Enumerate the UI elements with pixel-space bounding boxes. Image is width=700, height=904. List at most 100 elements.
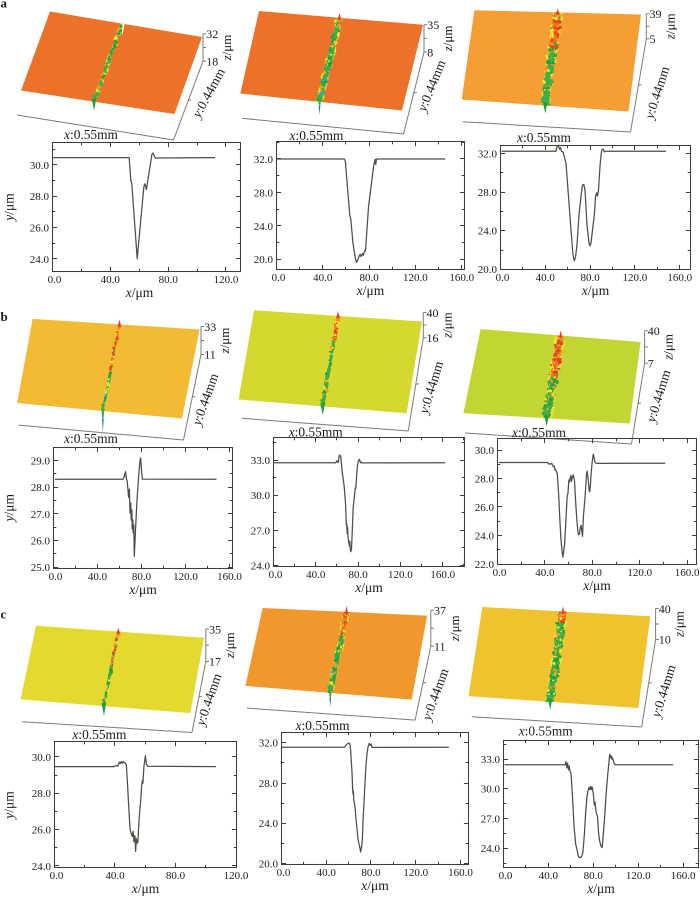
- svg-text:80.0: 80.0: [166, 870, 186, 882]
- svg-text:32: 32: [206, 27, 218, 41]
- svg-text:x/μm: x/μm: [581, 283, 610, 298]
- svg-text:33: 33: [204, 320, 216, 334]
- svg-text:30.0: 30.0: [30, 160, 50, 172]
- svg-text:24.0: 24.0: [251, 560, 271, 572]
- svg-text:30.0: 30.0: [481, 784, 501, 796]
- svg-text:x:0.55mm: x:0.55mm: [71, 727, 127, 742]
- svg-text:32.0: 32.0: [259, 738, 279, 750]
- svg-text:27.0: 27.0: [251, 525, 271, 537]
- svg-text:0.0: 0.0: [50, 870, 64, 882]
- svg-text:35: 35: [427, 18, 439, 32]
- svg-text:33.0: 33.0: [481, 754, 501, 766]
- svg-text:24.0: 24.0: [259, 818, 279, 830]
- svg-text:26.0: 26.0: [31, 536, 51, 548]
- svg-text:26.0: 26.0: [30, 223, 50, 235]
- svg-text:40: 40: [659, 602, 671, 616]
- svg-text:80.0: 80.0: [359, 272, 379, 284]
- svg-text:x:0.55mm: x:0.55mm: [289, 128, 345, 143]
- svg-text:120.0: 120.0: [623, 272, 648, 284]
- svg-text:80.0: 80.0: [159, 274, 179, 286]
- svg-text:z/μm: z/μm: [219, 35, 234, 62]
- svg-text:x/μm: x/μm: [586, 881, 615, 896]
- svg-text:a: a: [1, 0, 8, 11]
- svg-text:28.0: 28.0: [30, 191, 50, 203]
- svg-text:0.0: 0.0: [496, 272, 510, 284]
- svg-text:80.0: 80.0: [132, 571, 152, 583]
- svg-text:30.0: 30.0: [475, 445, 495, 457]
- svg-text:x:0.55mm: x:0.55mm: [518, 723, 574, 738]
- svg-text:x:0.55mm: x:0.55mm: [295, 718, 351, 733]
- svg-text:80.0: 80.0: [361, 867, 381, 879]
- svg-text:40: 40: [427, 306, 439, 320]
- svg-text:17: 17: [209, 655, 221, 669]
- svg-text:29.0: 29.0: [31, 455, 51, 467]
- svg-text:32.0: 32.0: [254, 154, 274, 166]
- svg-text:16: 16: [427, 331, 439, 345]
- svg-text:z/μm: z/μm: [440, 26, 455, 53]
- svg-text:40.0: 40.0: [317, 867, 337, 879]
- svg-text:0.0: 0.0: [269, 569, 283, 581]
- svg-text:35: 35: [209, 622, 221, 636]
- svg-text:x/μm: x/μm: [128, 582, 157, 597]
- svg-text:z/μm: z/μm: [672, 611, 687, 638]
- svg-text:28.0: 28.0: [478, 187, 498, 199]
- svg-text:120.0: 120.0: [627, 567, 652, 579]
- svg-text:30.0: 30.0: [251, 490, 271, 502]
- svg-text:z/μm: z/μm: [217, 328, 232, 355]
- svg-text:40.0: 40.0: [88, 571, 108, 583]
- svg-text:160.0: 160.0: [667, 272, 692, 284]
- svg-text:40.0: 40.0: [535, 567, 555, 579]
- svg-text:10: 10: [659, 633, 671, 647]
- svg-text:22.0: 22.0: [475, 559, 495, 571]
- svg-text:20.0: 20.0: [259, 859, 279, 871]
- svg-text:7: 7: [648, 356, 654, 370]
- svg-text:160.0: 160.0: [430, 569, 455, 581]
- svg-text:40.0: 40.0: [306, 569, 326, 581]
- svg-text:y/μm: y/μm: [2, 193, 17, 223]
- svg-text:39: 39: [650, 7, 662, 21]
- svg-text:0.0: 0.0: [49, 571, 63, 583]
- svg-text:x/μm: x/μm: [131, 881, 160, 896]
- svg-text:y/μm: y/μm: [2, 791, 17, 821]
- svg-text:120.0: 120.0: [388, 569, 413, 581]
- svg-text:x:0.55mm: x:0.55mm: [511, 425, 567, 440]
- svg-text:11: 11: [204, 348, 216, 362]
- svg-text:b: b: [1, 309, 8, 324]
- svg-text:28.0: 28.0: [32, 788, 52, 800]
- svg-text:37: 37: [434, 604, 446, 618]
- svg-text:0.0: 0.0: [48, 274, 62, 286]
- svg-text:x/μm: x/μm: [125, 285, 154, 300]
- svg-text:0.0: 0.0: [499, 870, 513, 882]
- svg-text:25.0: 25.0: [31, 562, 51, 574]
- svg-text:20.0: 20.0: [254, 254, 274, 266]
- svg-text:40.0: 40.0: [536, 272, 556, 284]
- svg-text:24.0: 24.0: [478, 226, 498, 238]
- svg-text:120.0: 120.0: [626, 870, 651, 882]
- svg-text:80.0: 80.0: [584, 870, 604, 882]
- svg-text:26.0: 26.0: [475, 502, 495, 514]
- svg-text:120.0: 120.0: [403, 272, 428, 284]
- svg-text:32.0: 32.0: [478, 148, 498, 160]
- svg-text:24.0: 24.0: [254, 221, 274, 233]
- svg-text:160.0: 160.0: [217, 571, 242, 583]
- svg-text:z/μm: z/μm: [661, 334, 676, 361]
- svg-text:120.0: 120.0: [173, 571, 198, 583]
- svg-text:28.0: 28.0: [254, 187, 274, 199]
- svg-text:80.0: 80.0: [583, 567, 603, 579]
- svg-text:20.0: 20.0: [478, 264, 498, 276]
- svg-text:z/μm: z/μm: [662, 13, 677, 40]
- svg-text:160.0: 160.0: [448, 867, 473, 879]
- svg-text:24.0: 24.0: [32, 861, 52, 873]
- svg-text:x/μm: x/μm: [356, 283, 385, 298]
- svg-text:28.0: 28.0: [31, 482, 51, 494]
- svg-text:33.0: 33.0: [251, 455, 271, 467]
- svg-text:40.0: 40.0: [105, 870, 125, 882]
- svg-text:y/μm: y/μm: [2, 494, 17, 524]
- svg-text:0.0: 0.0: [277, 867, 291, 879]
- svg-text:24.0: 24.0: [475, 530, 495, 542]
- svg-text:24.0: 24.0: [481, 843, 501, 855]
- svg-text:x:0.55mm: x:0.55mm: [63, 127, 119, 142]
- svg-text:120.0: 120.0: [214, 274, 239, 286]
- svg-text:0.0: 0.0: [272, 272, 286, 284]
- svg-text:x/μm: x/μm: [360, 878, 389, 893]
